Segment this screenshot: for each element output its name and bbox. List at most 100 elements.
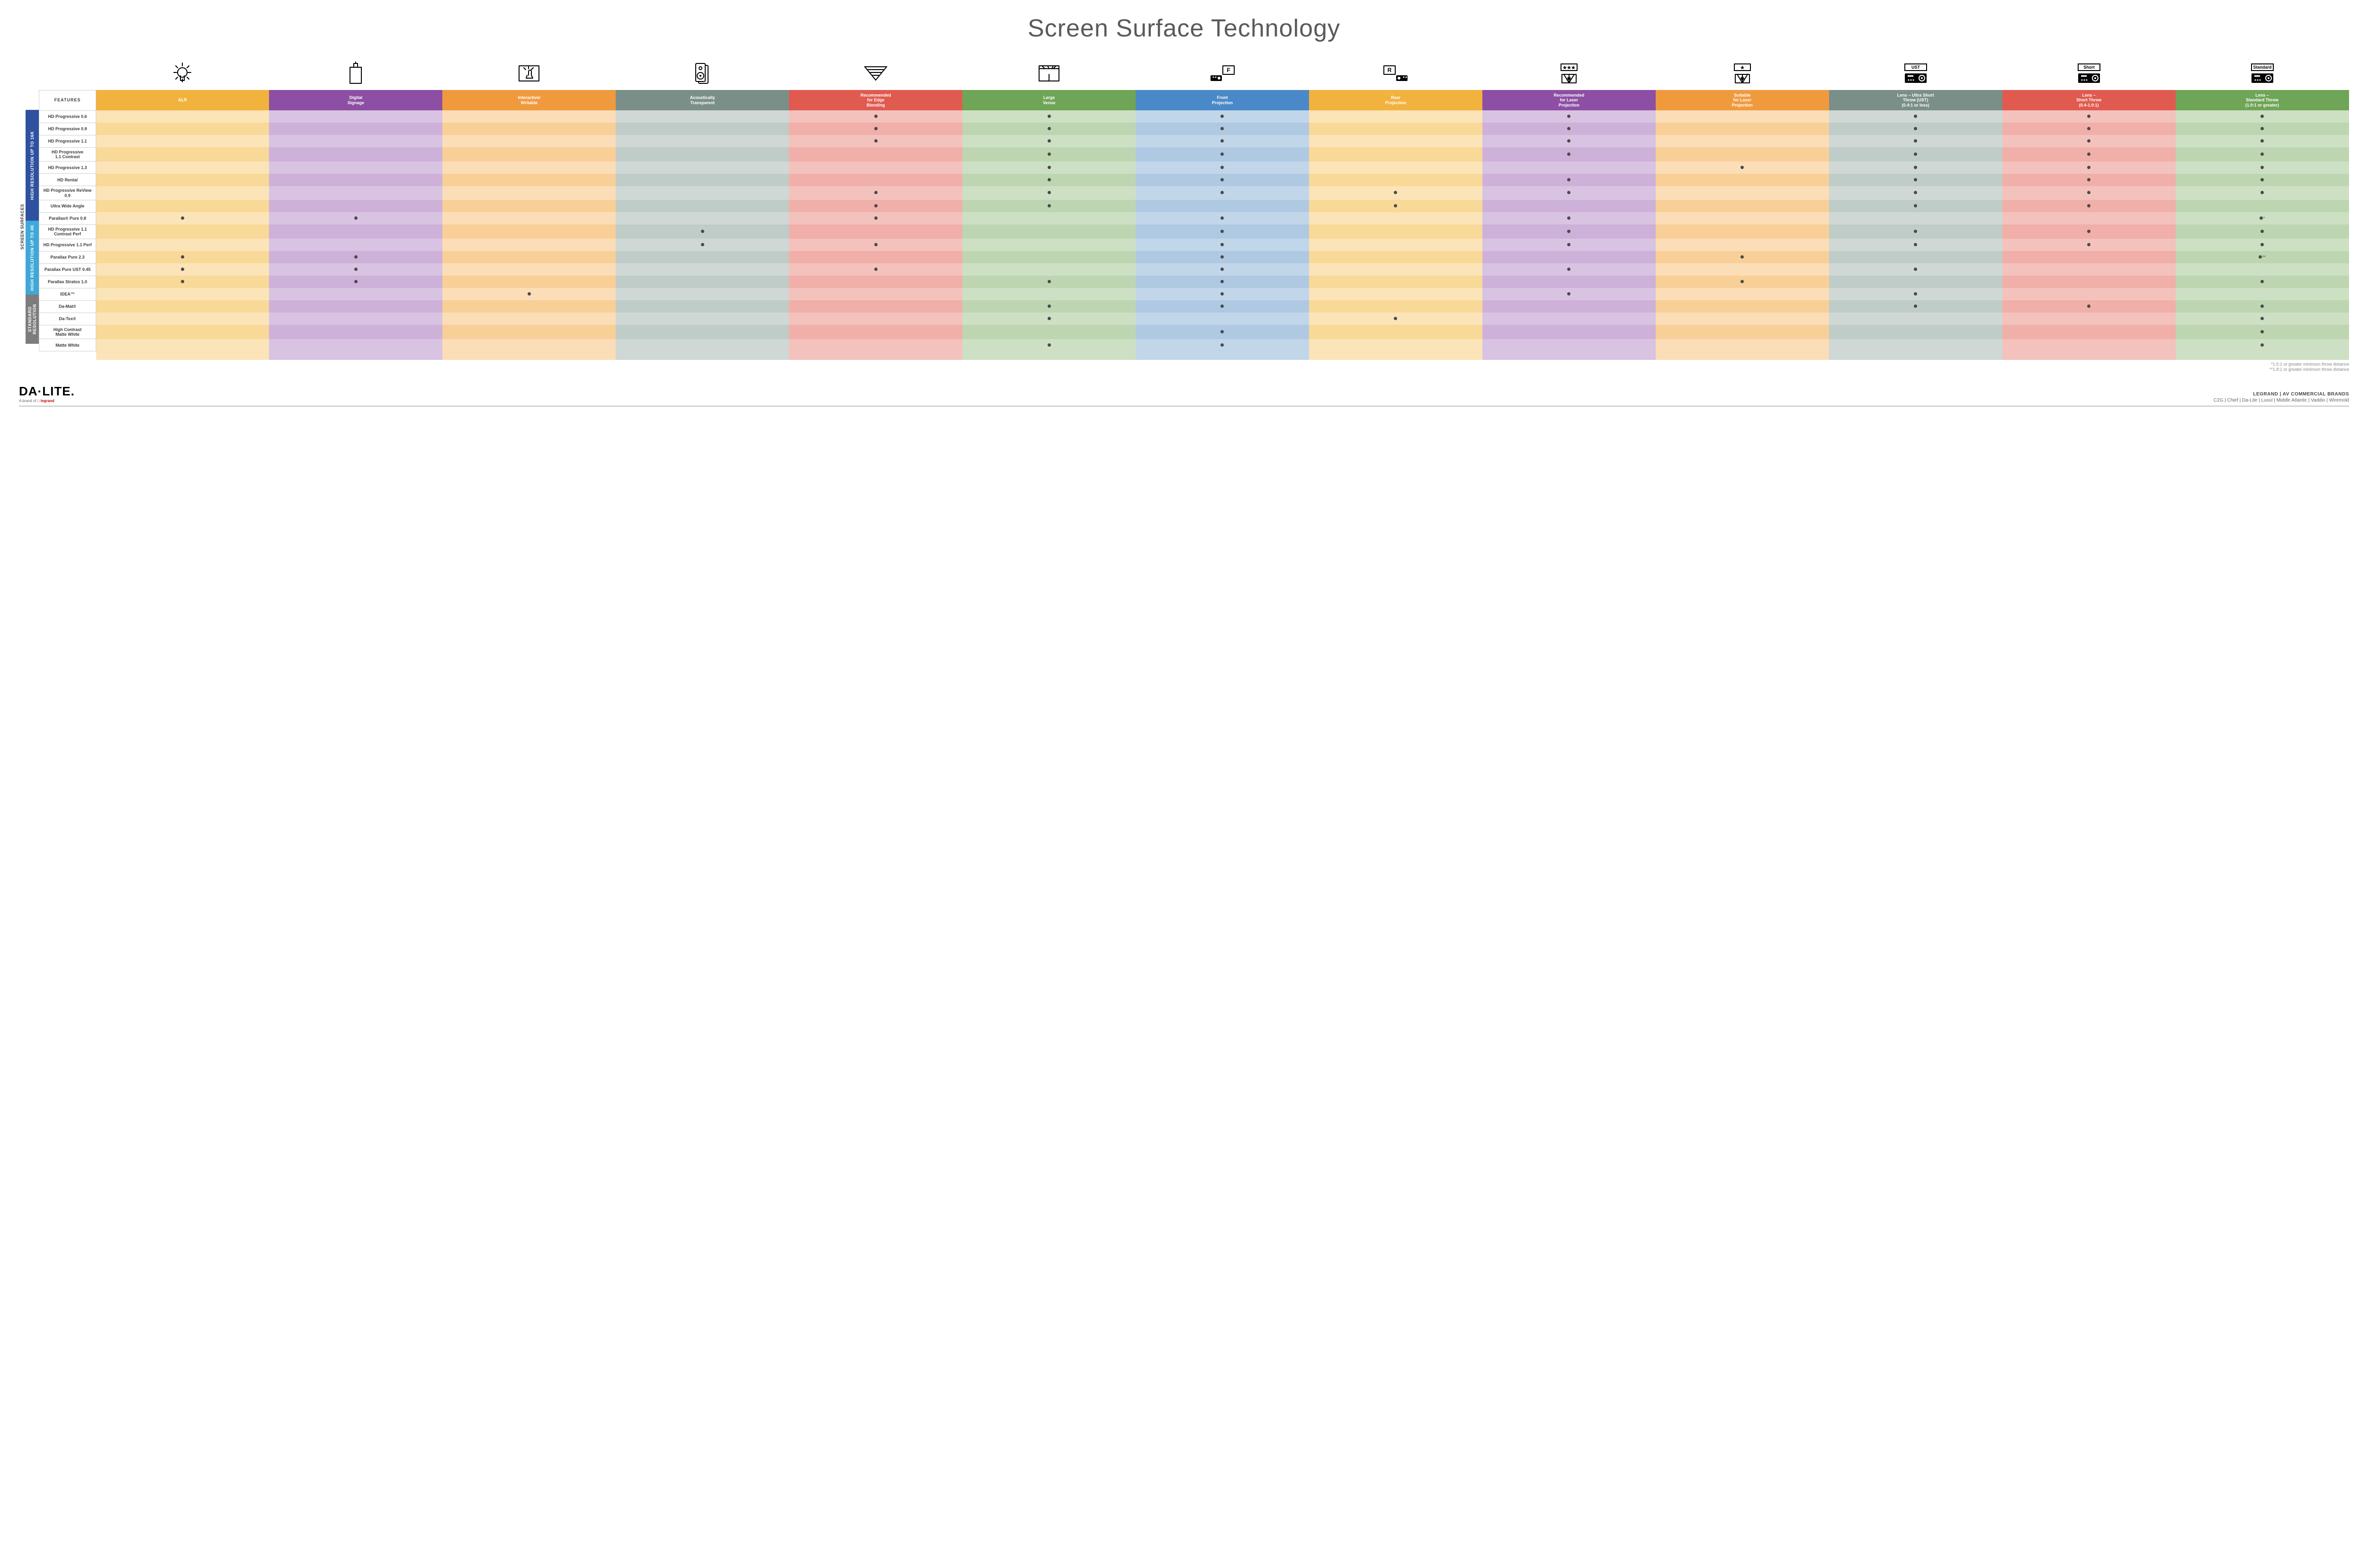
cell-front — [1136, 263, 1309, 276]
cell-large — [962, 263, 1136, 276]
cell-acoustic — [616, 200, 789, 212]
cell-reclas — [1482, 313, 1656, 325]
cell-ust — [1829, 224, 2002, 239]
cell-ust — [1829, 313, 2002, 325]
cell-reclas — [1482, 174, 1656, 186]
cell-rear — [1309, 147, 1482, 161]
cell-front — [1136, 110, 1309, 123]
cell-signage — [269, 251, 442, 263]
cell-ust — [1829, 288, 2002, 300]
cell-std — [2176, 123, 2349, 135]
cell-acoustic — [616, 161, 789, 174]
cell-suitlas — [1656, 313, 1829, 325]
cell-front — [1136, 313, 1309, 325]
surface-matrix-table: FR★★★✷★✷ UST Short Standard FEATURESALRD… — [39, 57, 2349, 360]
cell-rear — [1309, 313, 1482, 325]
cell-edge — [789, 123, 962, 135]
brand-logo-sub: A brand of □ legrand — [19, 399, 75, 403]
cell-suitlas — [1656, 212, 1829, 224]
cell-edge — [789, 224, 962, 239]
cell-large — [962, 212, 1136, 224]
cell-short — [2002, 251, 2176, 263]
table-row: Parallax Stratos 1.0 — [39, 276, 2349, 288]
cell-signage — [269, 200, 442, 212]
svg-text:★★★: ★★★ — [1562, 65, 1575, 71]
table-row: HD Progressive1.1 Contrast — [39, 147, 2349, 161]
table-row: HD Progressive ReView 0.9 — [39, 186, 2349, 200]
cell-large — [962, 239, 1136, 251]
row-label: HD Progressive 1.1Contrast Perf — [39, 224, 96, 239]
short-icon: Short — [2002, 57, 2176, 90]
cell-front — [1136, 251, 1309, 263]
table-row: Ultra Wide Angle — [39, 200, 2349, 212]
svg-text:Standard: Standard — [2253, 65, 2271, 70]
cell-ust — [1829, 325, 2002, 339]
cell-alr — [96, 174, 269, 186]
cell-large — [962, 251, 1136, 263]
table-row: Parallax® Pure 0.8* — [39, 212, 2349, 224]
cell-reclas — [1482, 135, 1656, 147]
cell-ust — [1829, 123, 2002, 135]
cell-acoustic — [616, 276, 789, 288]
cell-interactive — [442, 212, 616, 224]
cell-ust — [1829, 251, 2002, 263]
cell-suitlas — [1656, 325, 1829, 339]
svg-text:F: F — [1227, 67, 1230, 73]
cell-ust — [1829, 174, 2002, 186]
cell-reclas — [1482, 300, 1656, 313]
cell-interactive — [442, 263, 616, 276]
cell-std: * — [2176, 212, 2349, 224]
cell-front — [1136, 174, 1309, 186]
std-icon: Standard — [2176, 57, 2349, 90]
cell-large — [962, 147, 1136, 161]
cell-ust — [1829, 147, 2002, 161]
table-row: Da-Tex® — [39, 313, 2349, 325]
cell-short — [2002, 239, 2176, 251]
cell-std — [2176, 161, 2349, 174]
large-icon — [962, 57, 1136, 90]
cell-suitlas — [1656, 135, 1829, 147]
cell-acoustic — [616, 325, 789, 339]
table-row: HD Progressive 0.6 — [39, 110, 2349, 123]
cell-std — [2176, 339, 2349, 351]
row-label: HD Progressive 0.6 — [39, 110, 96, 123]
cell-suitlas — [1656, 186, 1829, 200]
cell-interactive — [442, 123, 616, 135]
cell-suitlas — [1656, 263, 1829, 276]
cell-ust — [1829, 135, 2002, 147]
col-header-edge: Recommendedfor EdgeBlending — [789, 90, 962, 110]
cell-signage — [269, 224, 442, 239]
cell-acoustic — [616, 313, 789, 325]
side-group-label: STANDARD RESOLUTION — [26, 295, 39, 344]
acoustic-icon — [616, 57, 789, 90]
cell-alr — [96, 339, 269, 351]
cell-signage — [269, 288, 442, 300]
cell-interactive — [442, 276, 616, 288]
row-label: Parallax Pure 2.3 — [39, 251, 96, 263]
cell-interactive — [442, 147, 616, 161]
cell-rear — [1309, 325, 1482, 339]
cell-alr — [96, 110, 269, 123]
cell-acoustic — [616, 110, 789, 123]
cell-interactive — [442, 174, 616, 186]
cell-interactive — [442, 135, 616, 147]
cell-edge — [789, 288, 962, 300]
cell-front — [1136, 300, 1309, 313]
cell-edge — [789, 300, 962, 313]
cell-acoustic — [616, 174, 789, 186]
cell-short — [2002, 224, 2176, 239]
cell-reclas — [1482, 325, 1656, 339]
cell-suitlas — [1656, 161, 1829, 174]
cell-acoustic — [616, 135, 789, 147]
alr-icon — [96, 57, 269, 90]
col-header-short: Lens –Short Throw(0.4-1.0:1) — [2002, 90, 2176, 110]
col-header-large: LargeVenue — [962, 90, 1136, 110]
cell-reclas — [1482, 212, 1656, 224]
chart-container: SCREEN SURFACES HIGH RESOLUTION UP TO 16… — [19, 57, 2349, 373]
cell-acoustic — [616, 339, 789, 351]
cell-ust — [1829, 212, 2002, 224]
cell-short — [2002, 161, 2176, 174]
cell-reclas — [1482, 224, 1656, 239]
cell-short — [2002, 339, 2176, 351]
cell-edge — [789, 110, 962, 123]
